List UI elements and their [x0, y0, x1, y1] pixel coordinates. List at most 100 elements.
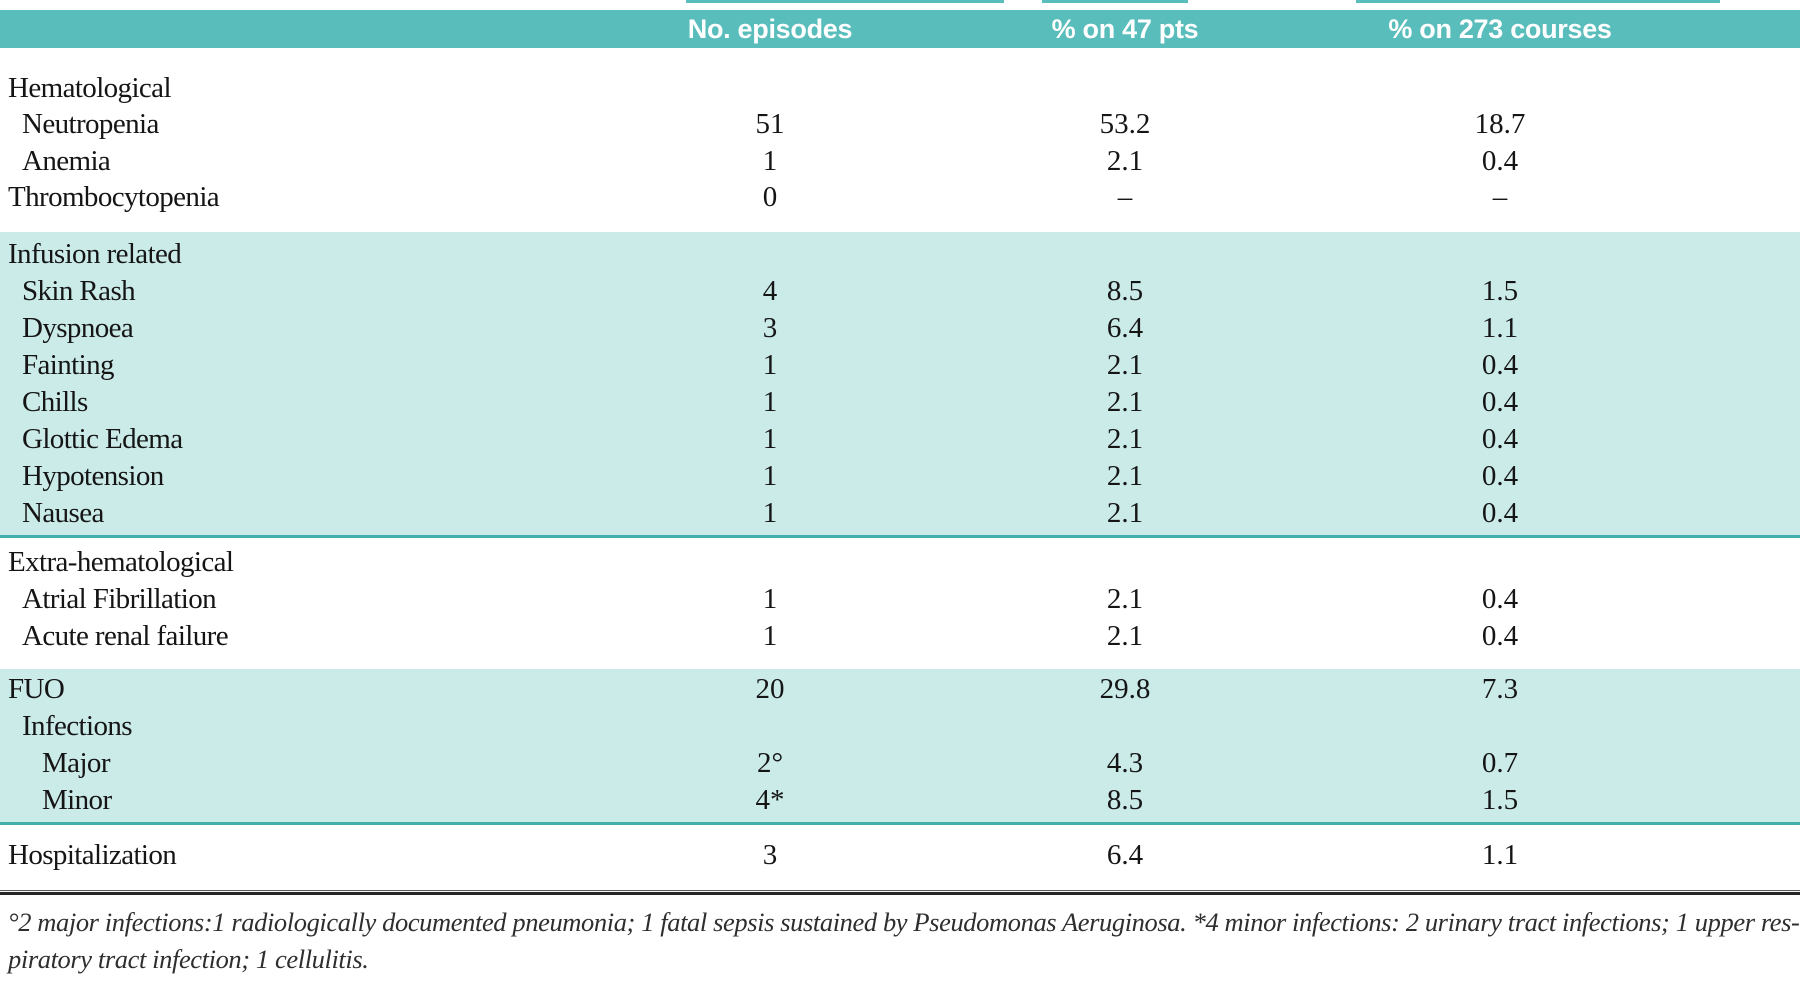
table-row: Chills 1 2.1 0.4	[0, 384, 1800, 421]
bottom-rule	[0, 890, 1800, 895]
row-label: Hypotension	[22, 460, 164, 492]
episodes-value: 51	[755, 108, 785, 141]
pct-courses-value: 0.4	[1481, 349, 1519, 381]
pct-pts-value: 2.1	[1106, 460, 1144, 492]
table-row: FUO 20 29.8 7.3	[0, 671, 1800, 708]
row-label: Minor	[42, 784, 112, 816]
row-label: Acute renal failure	[22, 620, 229, 652]
episodes-value: 2°	[756, 747, 784, 779]
row-label: Infections	[22, 710, 133, 742]
column-header-pct-pts: % on 47 pts	[1051, 13, 1199, 44]
row-label: Extra-hematological	[8, 546, 234, 578]
pct-pts-value: 2.1	[1106, 144, 1144, 177]
pct-pts-value: 8.5	[1106, 784, 1144, 816]
pct-pts-value: 6.4	[1106, 839, 1144, 871]
row-label: Hospitalization	[8, 839, 177, 871]
episodes-value: 3	[762, 312, 778, 344]
pct-courses-value: 0.4	[1481, 386, 1519, 418]
pct-courses-value: 0.4	[1481, 423, 1519, 455]
table-row: Nausea 1 2.1 0.4	[0, 495, 1800, 532]
pct-courses-value: 0.4	[1481, 144, 1519, 177]
pct-pts-value: 53.2	[1099, 108, 1151, 141]
pct-pts-value: 8.5	[1106, 275, 1144, 307]
episodes-value: 1	[762, 144, 778, 177]
table-row: Neutropenia 51 53.2 18.7	[0, 107, 1800, 144]
table-row: Extra-hematological	[0, 544, 1800, 581]
episodes-value: 4*	[755, 784, 785, 816]
table-row: Major 2° 4.3 0.7	[0, 745, 1800, 782]
table-row: Hypotension 1 2.1 0.4	[0, 458, 1800, 495]
pct-courses-value: 1.1	[1481, 312, 1519, 344]
row-label: Chills	[22, 386, 88, 418]
table-row: Dyspnoea 3 6.4 1.1	[0, 310, 1800, 347]
pct-courses-value: 18.7	[1474, 108, 1526, 141]
episodes-value: 1	[762, 620, 778, 652]
row-label: Glottic Edema	[22, 423, 183, 455]
row-label: Fainting	[22, 349, 114, 381]
footnote-line: °2 major infections:1 radiologically doc…	[8, 907, 1800, 937]
table-row: Infections	[0, 708, 1800, 745]
row-label: Major	[42, 747, 110, 779]
pct-courses-value: 0.4	[1481, 620, 1519, 652]
table-footnote: °2 major infections:1 radiologically doc…	[0, 904, 1800, 978]
row-label: Skin Rash	[22, 275, 136, 307]
pct-courses-value: 0.4	[1481, 497, 1519, 529]
column-header-episodes: No. episodes	[687, 13, 853, 44]
row-label: Dyspnoea	[22, 312, 134, 344]
episodes-value: 1	[762, 583, 778, 615]
pct-pts-value: 2.1	[1106, 583, 1144, 615]
table-row: Acute renal failure 1 2.1 0.4	[0, 618, 1800, 655]
pct-courses-value: 0.4	[1481, 583, 1519, 615]
table-section-4: Hospitalization 3 6.4 1.1	[0, 825, 1800, 874]
column-header-pct-courses: % on 273 courses	[1388, 13, 1612, 44]
table-row: Skin Rash 4 8.5 1.5	[0, 273, 1800, 310]
table-row: Hospitalization 3 6.4 1.1	[0, 837, 1800, 874]
pct-pts-value: 2.1	[1106, 386, 1144, 418]
table-row: Fainting 1 2.1 0.4	[0, 347, 1800, 384]
episodes-value: 1	[762, 349, 778, 381]
table-header-row: No. episodes % on 47 pts % on 273 course…	[0, 10, 1800, 48]
pct-courses-value: 1.5	[1481, 784, 1519, 816]
pct-pts-value: 2.1	[1106, 349, 1144, 381]
pct-pts-value: 4.3	[1106, 747, 1144, 779]
pct-courses-value: 7.3	[1481, 673, 1519, 705]
pct-pts-value: 6.4	[1106, 312, 1144, 344]
row-label: Atrial Fibrillation	[22, 583, 217, 615]
table-row: Glottic Edema 1 2.1 0.4	[0, 421, 1800, 458]
pct-courses-value: 1.5	[1481, 275, 1519, 307]
table-row: Hematological	[0, 70, 1800, 107]
table-row: Thrombocytopenia 0 – –	[0, 180, 1800, 217]
row-label: Nausea	[22, 497, 104, 529]
crop-artifact-segment	[1042, 0, 1188, 3]
crop-artifact-segment	[686, 0, 1004, 3]
row-label: Hematological	[8, 71, 172, 104]
table-section-1: Infusion related Skin Rash 4 8.5 1.5 Dyspnoea…	[0, 232, 1800, 538]
episodes-value: 1	[762, 386, 778, 418]
episodes-value: 3	[762, 839, 778, 871]
pct-courses-value: 1.1	[1481, 839, 1519, 871]
table-section-3: FUO 20 29.8 7.3 Infections Major 2° 4.3 0.7 Minor…	[0, 669, 1800, 825]
footnote-line: piratory tract infection; 1 cellulitis.	[8, 944, 369, 974]
pct-courses-value: 0.7	[1481, 747, 1519, 779]
row-label: Infusion related	[8, 238, 182, 270]
row-label: FUO	[8, 673, 65, 705]
table-body: Hematological Neutropenia 51 53.2 18.7 Anemia…	[0, 64, 1800, 874]
pct-pts-value: 2.1	[1106, 620, 1144, 652]
episodes-value: 4	[762, 275, 778, 307]
episodes-value: 1	[762, 497, 778, 529]
crop-artifact-segment	[1356, 0, 1720, 3]
row-label: Thrombocytopenia	[8, 181, 220, 214]
pct-pts-value: 29.8	[1099, 673, 1151, 705]
pct-courses-value: –	[1492, 181, 1508, 214]
table-row: Anemia 1 2.1 0.4	[0, 143, 1800, 180]
pct-pts-value: 2.1	[1106, 423, 1144, 455]
episodes-value: 20	[755, 673, 785, 705]
table-row: Infusion related	[0, 236, 1800, 273]
row-label: Neutropenia	[22, 108, 159, 141]
table-row: Atrial Fibrillation 1 2.1 0.4	[0, 581, 1800, 618]
pct-pts-value: 2.1	[1106, 497, 1144, 529]
pct-courses-value: 0.4	[1481, 460, 1519, 492]
row-label: Anemia	[22, 144, 111, 177]
table-section-0: Hematological Neutropenia 51 53.2 18.7 Anemia…	[0, 64, 1800, 216]
